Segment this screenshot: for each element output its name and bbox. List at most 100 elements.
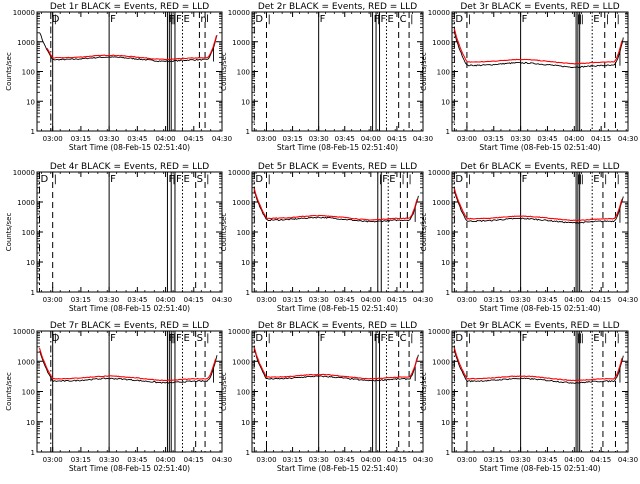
- event-marker-label: D: [455, 14, 463, 25]
- events-series-line: [454, 33, 624, 68]
- event-marker-label: E: [389, 174, 395, 185]
- y-axis-label: Counts/sec: [5, 52, 13, 91]
- y-tick-label: 10000: [13, 169, 35, 177]
- x-tick-label: 04:30: [212, 456, 232, 464]
- event-marker-label: |: [468, 14, 471, 25]
- x-axis-label: Start Time (08-Feb-15 02:51:40): [479, 464, 600, 473]
- x-tick-label: 04:00: [564, 296, 584, 304]
- x-tick-label: 03:15: [282, 456, 302, 464]
- event-marker-label: n: [200, 14, 206, 25]
- event-marker-label: F: [522, 14, 528, 25]
- event-marker-label: E: [593, 174, 599, 185]
- lld-series-line: [253, 188, 418, 221]
- event-marker-label: D: [255, 14, 263, 25]
- event-marker-label: |: [410, 14, 413, 25]
- x-tick-label: 04:30: [413, 296, 433, 304]
- y-tick-label: 10000: [228, 9, 250, 17]
- event-marker-label: |: [468, 174, 471, 185]
- event-marker-label: |: [377, 14, 380, 25]
- event-marker-label: |: [579, 14, 582, 25]
- x-tick-label: 03:15: [71, 456, 91, 464]
- plot-frame: [451, 11, 629, 132]
- x-tick-label: 03:00: [256, 296, 276, 304]
- x-tick-label: 03:45: [537, 135, 557, 143]
- plot-panel: Det 5r BLACK = Events, RED = LLD 1 10 100 10…: [220, 162, 433, 313]
- y-tick-label: 10000: [428, 169, 450, 177]
- event-marker-label: |: [581, 14, 584, 25]
- y-tick-label: 100: [237, 229, 250, 237]
- y-tick-label: 10000: [13, 9, 35, 17]
- plot-title: Det 5r BLACK = Events, RED = LLD: [258, 162, 417, 172]
- event-marker-label: C: [400, 333, 407, 344]
- x-tick-label: 04:15: [591, 135, 611, 143]
- x-tick-label: 04:15: [184, 456, 204, 464]
- y-tick-label: 100: [437, 69, 450, 77]
- y-tick-label: 10: [441, 419, 450, 427]
- event-marker-label: |: [267, 333, 270, 344]
- y-tick-label: 100: [237, 69, 250, 77]
- y-tick-label: 1: [31, 449, 35, 457]
- plot-title: Det 8r BLACK = Events, RED = LLD: [258, 321, 417, 331]
- event-marker-label: E: [183, 174, 189, 185]
- event-marker-label: E: [183, 333, 189, 344]
- event-marker-label: |: [579, 174, 582, 185]
- x-axis-label: Start Time (08-Feb-15 02:51:40): [479, 304, 600, 313]
- x-tick-label: 04:15: [184, 135, 204, 143]
- x-axis-label: Start Time (08-Feb-15 02:51:40): [277, 143, 398, 152]
- x-tick-label: 04:15: [184, 296, 204, 304]
- x-tick-label: 04:30: [212, 296, 232, 304]
- y-tick-label: 10: [26, 98, 35, 106]
- event-marker-label: |: [172, 14, 175, 25]
- x-tick-label: 03:45: [335, 296, 355, 304]
- plot-frame: [251, 330, 424, 453]
- plot-title: Det 9r BLACK = Events, RED = LLD: [460, 321, 619, 331]
- events-series-line: [454, 191, 624, 224]
- y-tick-label: 1000: [432, 39, 450, 47]
- plot-panel: Det 1r BLACK = Events, RED = LLD 1 10 100 10…: [5, 2, 232, 152]
- y-tick-label: 10: [241, 98, 250, 106]
- y-tick-label: 10000: [228, 169, 250, 177]
- x-tick-label: 03:30: [99, 456, 119, 464]
- plot-panel: Det 9r BLACK = Events, RED = LLD 1 10 100 10…: [420, 321, 638, 473]
- x-tick-label: 03:45: [335, 456, 355, 464]
- event-marker-label: F: [374, 333, 380, 344]
- y-axis-label: Counts/sec: [420, 213, 428, 252]
- y-tick-label: 10: [26, 259, 35, 267]
- y-tick-label: 1000: [17, 39, 35, 47]
- events-series-line: [254, 350, 419, 382]
- x-axis-label: Start Time (08-Feb-15 02:51:40): [69, 304, 190, 313]
- x-tick-label: 04:30: [413, 135, 433, 143]
- y-tick-label: 1000: [232, 199, 250, 207]
- y-axis-label: Counts/sec: [5, 213, 13, 252]
- x-tick-label: 03:30: [309, 456, 329, 464]
- y-tick-label: 100: [437, 389, 450, 397]
- event-marker-label: |: [616, 333, 619, 344]
- y-tick-label: 1: [246, 289, 250, 297]
- y-tick-label: 1: [31, 289, 35, 297]
- y-tick-label: 100: [22, 229, 35, 237]
- event-marker-label: E: [593, 333, 599, 344]
- event-marker-label: |: [581, 174, 584, 185]
- x-tick-label: 03:30: [511, 296, 531, 304]
- event-marker-label: F: [176, 174, 182, 185]
- y-axis-label: Counts/sec: [220, 372, 228, 411]
- x-tick-label: 03:15: [484, 296, 504, 304]
- y-tick-label: 1000: [17, 199, 35, 207]
- event-marker-label: |: [468, 333, 471, 344]
- event-marker-label: |: [170, 14, 173, 25]
- plot-title: Det 7r BLACK = Events, RED = LLD: [50, 321, 209, 331]
- plot-frame: [36, 11, 223, 132]
- x-tick-label: 04:00: [361, 296, 381, 304]
- plot-title: Det 4r BLACK = Events, RED = LLD: [50, 162, 209, 172]
- lld-series-line: [453, 188, 623, 222]
- plot-title: Det 6r BLACK = Events, RED = LLD: [460, 162, 619, 172]
- y-tick-label: 1: [31, 128, 35, 136]
- x-tick-label: 03:45: [127, 135, 147, 143]
- y-tick-label: 1: [446, 128, 450, 136]
- x-tick-label: 04:00: [564, 456, 584, 464]
- plot-frame: [36, 171, 223, 293]
- event-marker-label: |: [54, 333, 57, 344]
- plot-panel: Det 3r BLACK = Events, RED = LLD 1 10 100 10…: [420, 2, 638, 152]
